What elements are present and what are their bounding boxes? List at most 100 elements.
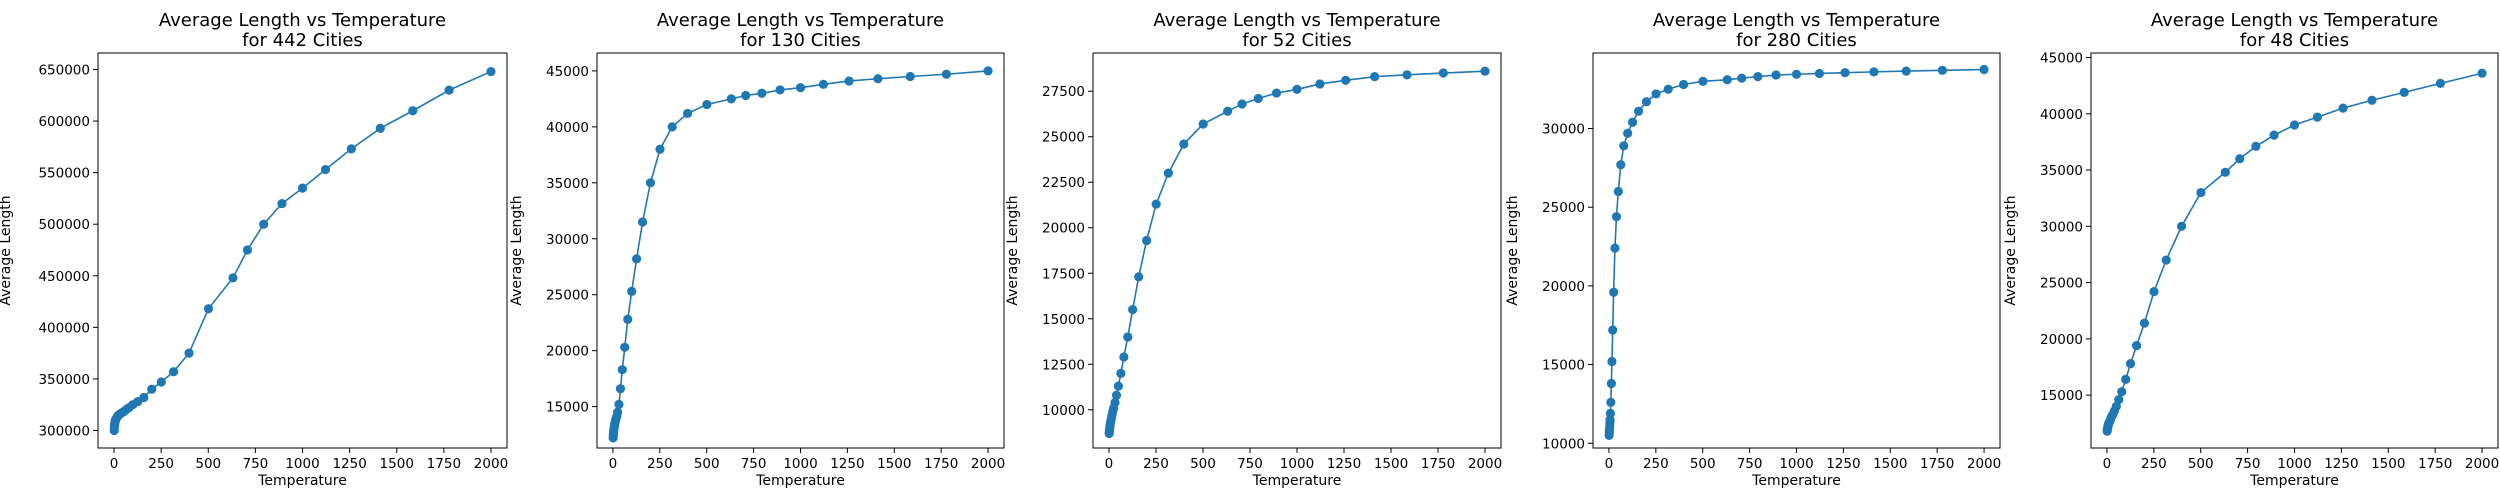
x-tick-label: 500 bbox=[1190, 456, 1216, 472]
y-axis-label: Average Length bbox=[1505, 195, 1521, 305]
y-tick-label: 20000 bbox=[2040, 332, 2083, 348]
x-tick-label: 250 bbox=[2141, 456, 2167, 472]
data-point bbox=[1271, 88, 1282, 98]
x-tick-label: 1750 bbox=[1920, 456, 1954, 472]
data-point bbox=[623, 314, 633, 324]
data-point bbox=[1370, 72, 1380, 82]
data-point bbox=[1641, 97, 1652, 107]
x-tick-label: 1250 bbox=[2324, 456, 2358, 472]
data-point bbox=[259, 219, 269, 229]
data-point bbox=[2161, 255, 2171, 265]
y-tick-label: 450000 bbox=[38, 269, 90, 285]
data-point bbox=[1611, 212, 1622, 222]
data-point bbox=[1608, 325, 1618, 335]
x-tick-label: 1250 bbox=[830, 456, 864, 472]
data-point bbox=[1480, 66, 1490, 76]
data-point bbox=[1292, 84, 1302, 95]
data-point bbox=[775, 85, 785, 95]
data-point bbox=[627, 286, 637, 296]
data-point bbox=[1237, 99, 1247, 109]
data-point bbox=[139, 392, 149, 403]
x-axis-label: Temperature bbox=[1252, 473, 1342, 489]
data-point bbox=[1869, 67, 1879, 77]
data-point bbox=[147, 384, 157, 394]
x-tick-label: 250 bbox=[1143, 456, 1169, 472]
data-point bbox=[184, 348, 194, 358]
data-point bbox=[156, 377, 166, 387]
data-point bbox=[1678, 79, 1689, 90]
x-tick-label: 500 bbox=[195, 456, 221, 472]
data-point bbox=[631, 254, 642, 264]
data-point bbox=[667, 122, 677, 132]
plot-frame bbox=[2090, 52, 2499, 449]
x-tick-label: 750 bbox=[741, 456, 767, 472]
data-point bbox=[1609, 287, 1619, 297]
data-point bbox=[2251, 141, 2261, 151]
y-axis-label: Average Length bbox=[2003, 195, 2019, 305]
data-point bbox=[1315, 79, 1325, 89]
chart-title-line: for 442 Cities bbox=[242, 30, 363, 51]
x-tick-label: 1250 bbox=[1826, 456, 1860, 472]
chart-title-line: for 48 Cities bbox=[2240, 30, 2349, 51]
data-point bbox=[2338, 103, 2348, 113]
x-tick-label: 2000 bbox=[2465, 456, 2499, 472]
data-point bbox=[617, 365, 627, 375]
x-tick-label: 1000 bbox=[1779, 456, 1813, 472]
x-tick-label: 2000 bbox=[1468, 456, 1502, 472]
data-point bbox=[1179, 139, 1189, 149]
y-tick-label: 20000 bbox=[546, 344, 589, 360]
data-point bbox=[1438, 68, 1448, 78]
data-point bbox=[1814, 68, 1824, 79]
y-axis-label: Average Length bbox=[509, 195, 525, 305]
y-tick-label: 15000 bbox=[1542, 358, 1585, 374]
data-point bbox=[346, 144, 356, 154]
data-point bbox=[1633, 106, 1644, 116]
data-point bbox=[1627, 117, 1638, 127]
x-tick-label: 1500 bbox=[877, 456, 911, 472]
data-point bbox=[2121, 374, 2131, 384]
data-point bbox=[2196, 187, 2206, 198]
y-tick-label: 10000 bbox=[1042, 403, 1085, 419]
data-point bbox=[844, 76, 854, 86]
x-tick-label: 2000 bbox=[1967, 456, 2001, 472]
data-point bbox=[228, 273, 238, 283]
y-tick-label: 400000 bbox=[38, 320, 90, 336]
y-tick-label: 12500 bbox=[1042, 357, 1085, 373]
data-point bbox=[375, 123, 385, 133]
data-point bbox=[1616, 160, 1626, 170]
data-point bbox=[1111, 390, 1122, 400]
data-point bbox=[1151, 199, 1161, 209]
y-tick-label: 15000 bbox=[2040, 388, 2083, 404]
data-point bbox=[1753, 72, 1763, 82]
chart-title-line: Average Length vs Temperature bbox=[657, 10, 944, 31]
x-axis-label: Temperature bbox=[257, 473, 347, 489]
data-point bbox=[277, 198, 287, 209]
data-point bbox=[2399, 87, 2409, 97]
data-point bbox=[1623, 128, 1633, 138]
data-point bbox=[444, 85, 454, 95]
y-tick-label: 15000 bbox=[1042, 312, 1085, 328]
data-point bbox=[2149, 286, 2159, 297]
data-point bbox=[1119, 352, 1129, 362]
y-tick-label: 650000 bbox=[38, 63, 90, 79]
data-point bbox=[1698, 76, 1708, 86]
y-tick-label: 20000 bbox=[1042, 221, 1085, 237]
data-point bbox=[1937, 65, 1948, 75]
x-tick-label: 250 bbox=[148, 456, 174, 472]
data-point bbox=[1663, 84, 1673, 94]
data-point bbox=[1901, 66, 1911, 76]
data-point bbox=[2125, 359, 2136, 369]
series-line bbox=[1608, 68, 1985, 436]
plot-frame bbox=[97, 52, 508, 449]
x-tick-label: 2000 bbox=[971, 456, 1005, 472]
data-point bbox=[1128, 305, 1138, 315]
data-point bbox=[682, 108, 693, 119]
y-axis-label: Average Length bbox=[1005, 195, 1021, 305]
x-tick-label: 2000 bbox=[474, 456, 508, 472]
chart-title-line: for 130 Cities bbox=[740, 30, 861, 51]
data-point bbox=[1613, 186, 1623, 197]
data-point bbox=[2235, 154, 2245, 164]
